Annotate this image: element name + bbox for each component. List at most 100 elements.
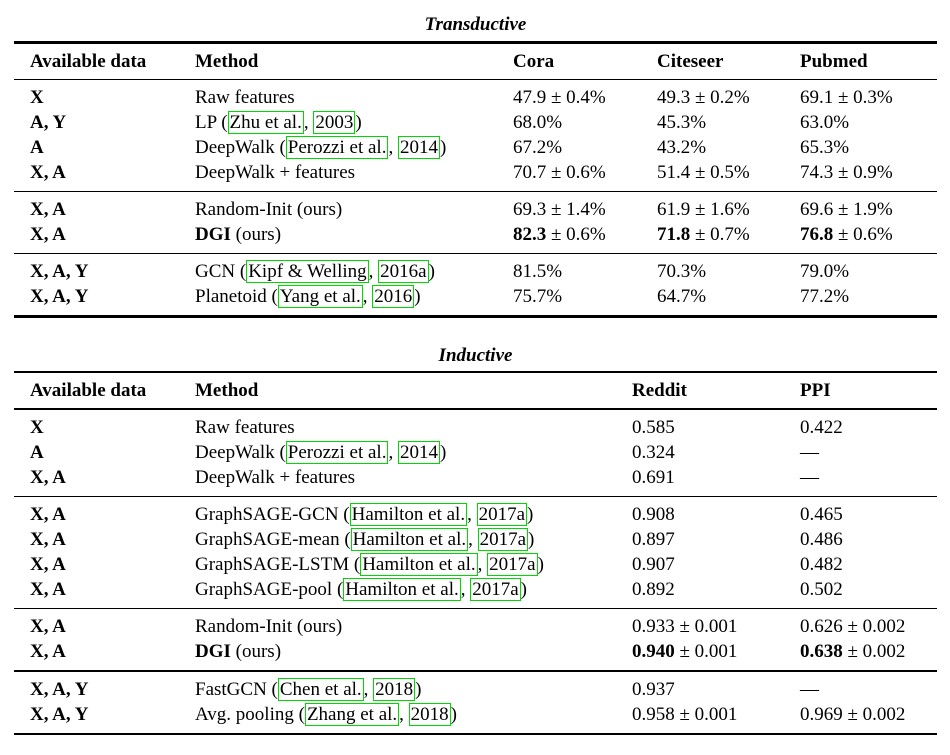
group-separator-rule [14, 607, 937, 610]
inductive-table-section: Inductive Available data Method Reddit PPI X… [14, 343, 937, 736]
citation-link-box[interactable]: Perozzi et al. [285, 440, 389, 464]
text-segment: 63.0% [800, 111, 850, 133]
text-segment: 0.897 [632, 528, 675, 550]
value-cell: 76.8 ± 0.6% [800, 222, 937, 247]
value-cell: 51.4 ± 0.5% [657, 160, 800, 185]
citation-link-box[interactable]: 2003 [313, 110, 356, 134]
text-segment: DGI [195, 224, 231, 246]
value-cell: 0.465 [800, 502, 937, 527]
table-bottom-rule [14, 732, 937, 736]
text-segment: — [800, 441, 819, 463]
text-segment: ) [414, 286, 421, 308]
text-segment: , [363, 678, 374, 700]
citation-link-box[interactable]: 2017a [487, 552, 538, 576]
value-cell: 0.937 [632, 677, 800, 702]
citation-link-box[interactable]: Hamilton et al. [350, 527, 469, 551]
value-cell: 71.8 ± 0.7% [657, 222, 800, 247]
group-separator-rule [14, 190, 937, 193]
value-cell: 68.0% [513, 110, 657, 135]
value-cell: 81.5% [513, 259, 657, 284]
citation-link-box[interactable]: 2018 [408, 702, 451, 726]
text-segment: 0.933 ± 0.001 [632, 616, 738, 638]
method-cell: GraphSAGE-mean (Hamilton et al., 2017a) [195, 527, 632, 552]
citation-link-box[interactable]: 2017a [476, 502, 528, 526]
text-segment: 69.3 ± 1.4% [513, 199, 606, 221]
citation-link-box[interactable]: Hamilton et al. [343, 577, 461, 601]
text-segment: DeepWalk + features [195, 161, 356, 183]
citation-link-box[interactable]: 2017a [477, 527, 529, 551]
text-segment: ) [450, 703, 457, 725]
table-title-transductive: Transductive [424, 14, 527, 35]
citation-link-box[interactable]: Hamilton et al. [360, 552, 478, 576]
citation-link-box[interactable]: 2016 [372, 285, 415, 309]
text-segment: 0.585 [632, 416, 675, 438]
citation-link-box[interactable]: Yang et al. [277, 285, 363, 309]
available-data-cell: X, A, Y [30, 286, 89, 308]
text-segment: 0.907 [632, 553, 675, 575]
text-segment: DeepWalk + features [195, 466, 356, 488]
text-segment: 49.3 ± 0.2% [657, 86, 750, 108]
text-segment: 0.940 [632, 641, 675, 663]
table-row: X, A DeepWalk + features 0.691 — [30, 465, 937, 490]
table-top-rule [14, 370, 937, 374]
column-header-citeseer: Citeseer [657, 50, 724, 72]
value-cell: 0.958 ± 0.001 [632, 702, 800, 727]
table-row: X, A GraphSAGE-mean (Hamilton et al., 201… [30, 527, 937, 552]
citation-link-box[interactable]: Chen et al. [277, 677, 364, 701]
citation-link-box[interactable]: Zhang et al. [304, 702, 400, 726]
text-segment: 67.2% [513, 136, 563, 158]
text-segment: LP ( [195, 111, 228, 133]
text-segment: GraphSAGE-mean ( [195, 528, 351, 550]
citation-link-box[interactable]: Perozzi et al. [285, 135, 389, 159]
method-cell: Random-Init (ours) [195, 614, 632, 639]
text-segment: GraphSAGE-pool ( [195, 578, 344, 600]
text-segment: ) [520, 578, 527, 600]
value-cell: 0.969 ± 0.002 [800, 702, 937, 727]
citation-link-box[interactable]: 2017a [470, 577, 521, 601]
citation-link-box[interactable]: Kipf & Welling [246, 260, 369, 284]
citation-link-box[interactable]: 2016a [378, 260, 429, 284]
value-cell: 69.6 ± 1.9% [800, 197, 937, 222]
text-segment: ) [528, 528, 535, 550]
text-segment: ) [537, 553, 544, 575]
available-data-cell: X, A [30, 616, 66, 638]
text-segment: , [460, 578, 471, 600]
text-segment: , [467, 503, 477, 525]
citation-link-box[interactable]: 2014 [397, 440, 440, 464]
text-segment: ) [415, 678, 422, 700]
value-cell: 47.9 ± 0.4% [513, 85, 657, 110]
text-segment: ) [355, 111, 362, 133]
available-data-cell: X, A [30, 224, 66, 246]
value-cell: — [800, 465, 937, 490]
value-cell: 0.324 [632, 440, 800, 465]
table-group: X, A, Y FastGCN (Chen et al., 2018) 0.937—… [14, 672, 937, 733]
text-segment: ± 0.6% [833, 224, 893, 246]
value-cell: — [800, 440, 937, 465]
value-cell: 0.422 [800, 415, 937, 440]
header-rule [14, 78, 937, 80]
text-segment: 69.6 ± 1.9% [800, 199, 893, 221]
table-row: X, A, Y FastGCN (Chen et al., 2018) 0.937— [30, 677, 937, 702]
table-title-inductive: Inductive [438, 344, 513, 366]
text-segment: 0.908 [632, 503, 675, 525]
text-segment: 0.691 [632, 466, 675, 488]
citation-link-box[interactable]: 2014 [397, 135, 440, 159]
text-segment: DeepWalk ( [195, 441, 286, 463]
value-cell: 0.908 [632, 502, 800, 527]
available-data-cell: X, A, Y [30, 678, 89, 700]
text-segment: ± 0.6% [546, 224, 606, 246]
value-cell: 0.482 [800, 552, 937, 577]
method-cell: DeepWalk + features [195, 160, 513, 185]
citation-link-box[interactable]: 2018 [373, 677, 416, 701]
value-cell: 0.933 ± 0.001 [632, 614, 800, 639]
table-row: X Raw features 0.585 0.422 [30, 415, 937, 440]
available-data-cell: X, A [30, 553, 66, 575]
column-header-ppi: PPI [800, 380, 831, 402]
value-cell: 67.2% [513, 135, 657, 160]
citation-link-box[interactable]: Hamilton et al. [349, 502, 468, 526]
table-row: X, A Random-Init (ours) 0.933 ± 0.001 0.626… [30, 614, 937, 639]
citation-link-box[interactable]: Zhu et al. [227, 110, 304, 134]
text-segment: Random-Init (ours) [195, 199, 343, 221]
column-header-method: Method [195, 50, 259, 72]
text-segment: , [388, 136, 398, 158]
